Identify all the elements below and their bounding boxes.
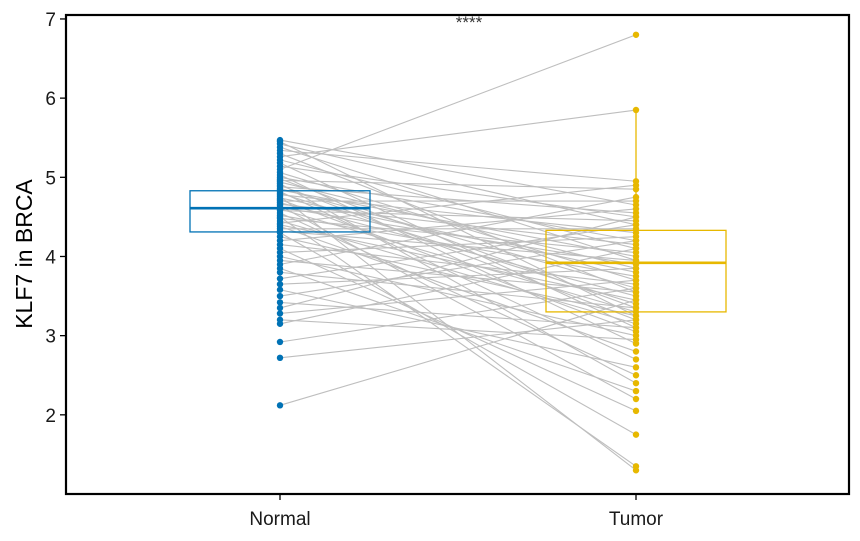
- point-tumor-55: [632, 340, 640, 347]
- point-normal-10: [276, 280, 284, 288]
- pair-line-49: [279, 184, 637, 321]
- point-normal-8: [276, 292, 284, 300]
- pair-line-21: [279, 236, 637, 317]
- x-tick-label-tumor: Tumor: [609, 509, 664, 530]
- point-tumor-43: [632, 229, 640, 236]
- pair-line-64: [279, 146, 637, 261]
- point-tumor-64: [632, 257, 640, 264]
- pair-line-3: [279, 248, 637, 325]
- pair-line-36: [279, 205, 637, 400]
- pair-line-51: [279, 181, 637, 269]
- point-tumor-66: [632, 312, 640, 320]
- pair-line-8: [279, 240, 637, 297]
- x-tick-label-normal: Normal: [249, 509, 310, 530]
- pair-line-62: [279, 153, 637, 293]
- pair-line-26: [279, 224, 637, 301]
- pair-line-19: [279, 244, 637, 285]
- point-normal-67: [276, 136, 284, 144]
- pair-line-18: [279, 248, 637, 412]
- point-normal-1: [276, 354, 284, 362]
- point-tumor-9: [632, 364, 640, 371]
- y-tick-label-6: 6: [45, 89, 56, 110]
- pair-line-50: [279, 183, 637, 384]
- point-tumor-65: [632, 221, 640, 229]
- point-tumor-42: [632, 467, 640, 474]
- point-tumor-62: [632, 288, 640, 296]
- point-tumor-56: [632, 277, 640, 284]
- y-tick-label-4: 4: [45, 247, 56, 268]
- point-tumor-54: [632, 237, 640, 244]
- point-tumor-53: [632, 304, 640, 312]
- pair-line-37: [279, 203, 637, 246]
- point-tumor-61: [632, 106, 640, 114]
- y-tick-label-7: 7: [45, 10, 56, 31]
- boxes: [189, 110, 727, 313]
- pair-line-44: [279, 192, 637, 305]
- point-normal-0: [276, 402, 284, 409]
- pair-line-66: [279, 141, 637, 317]
- pair-line-45: [279, 191, 637, 360]
- point-normal-5: [276, 310, 284, 317]
- point-normal-6: [276, 304, 284, 312]
- point-tumor-58: [632, 213, 640, 221]
- point-tumor-59: [632, 324, 640, 331]
- y-axis-title: KLF7 in BRCA: [11, 179, 37, 329]
- pair-line-9: [279, 289, 637, 368]
- significance-label: ****: [456, 13, 483, 32]
- point-tumor-50: [632, 379, 640, 387]
- point-normal-4: [276, 316, 284, 324]
- pair-line-41: [279, 197, 637, 273]
- point-tumor-60: [632, 245, 640, 252]
- point-tumor-51: [632, 265, 640, 272]
- pair-line-0: [279, 299, 637, 406]
- point-tumor-18: [632, 407, 640, 415]
- pair-line-47: [279, 187, 637, 289]
- pair-line-1: [279, 319, 637, 359]
- pair-line-61: [279, 109, 637, 158]
- pair-line-40: [279, 198, 637, 333]
- pair-line-42: [279, 195, 637, 471]
- point-tumor-67: [632, 201, 640, 209]
- y-tick-label-5: 5: [45, 168, 56, 189]
- point-tumor-25: [632, 348, 640, 355]
- pair-line-7: [279, 301, 637, 329]
- data-points: [276, 31, 640, 474]
- pair-line-57: [279, 34, 637, 170]
- point-tumor-52: [632, 185, 640, 193]
- pair-line-12: [279, 271, 637, 309]
- point-normal-2: [276, 338, 284, 346]
- point-tumor-63: [632, 178, 640, 185]
- point-tumor-57: [632, 31, 640, 38]
- plot-frame: [64, 13, 851, 496]
- pair-line-55: [279, 174, 637, 345]
- point-normal-11: [276, 275, 284, 282]
- point-tumor-13: [632, 387, 640, 395]
- pair-line-16: [279, 255, 637, 337]
- pair-line-67: [279, 139, 637, 206]
- point-tumor-32: [632, 372, 640, 379]
- axes: 2 3 4 5 6 7 Normal Tumor: [45, 10, 663, 530]
- point-normal-9: [276, 286, 284, 293]
- point-tumor-36: [632, 395, 640, 403]
- pair-line-34: [279, 208, 637, 313]
- pair-line-65: [279, 143, 637, 226]
- y-tick-label-2: 2: [45, 406, 56, 427]
- point-tumor-22: [632, 431, 640, 438]
- point-normal-7: [276, 299, 284, 306]
- y-tick-label-3: 3: [45, 327, 56, 348]
- pair-line-38: [279, 202, 637, 297]
- pair-line-33: [279, 210, 637, 222]
- point-tumor-45: [632, 356, 640, 363]
- pair-line-25: [279, 225, 637, 353]
- paired-lines: [279, 34, 637, 471]
- pair-line-63: [279, 149, 637, 182]
- pair-line-32: [279, 212, 637, 376]
